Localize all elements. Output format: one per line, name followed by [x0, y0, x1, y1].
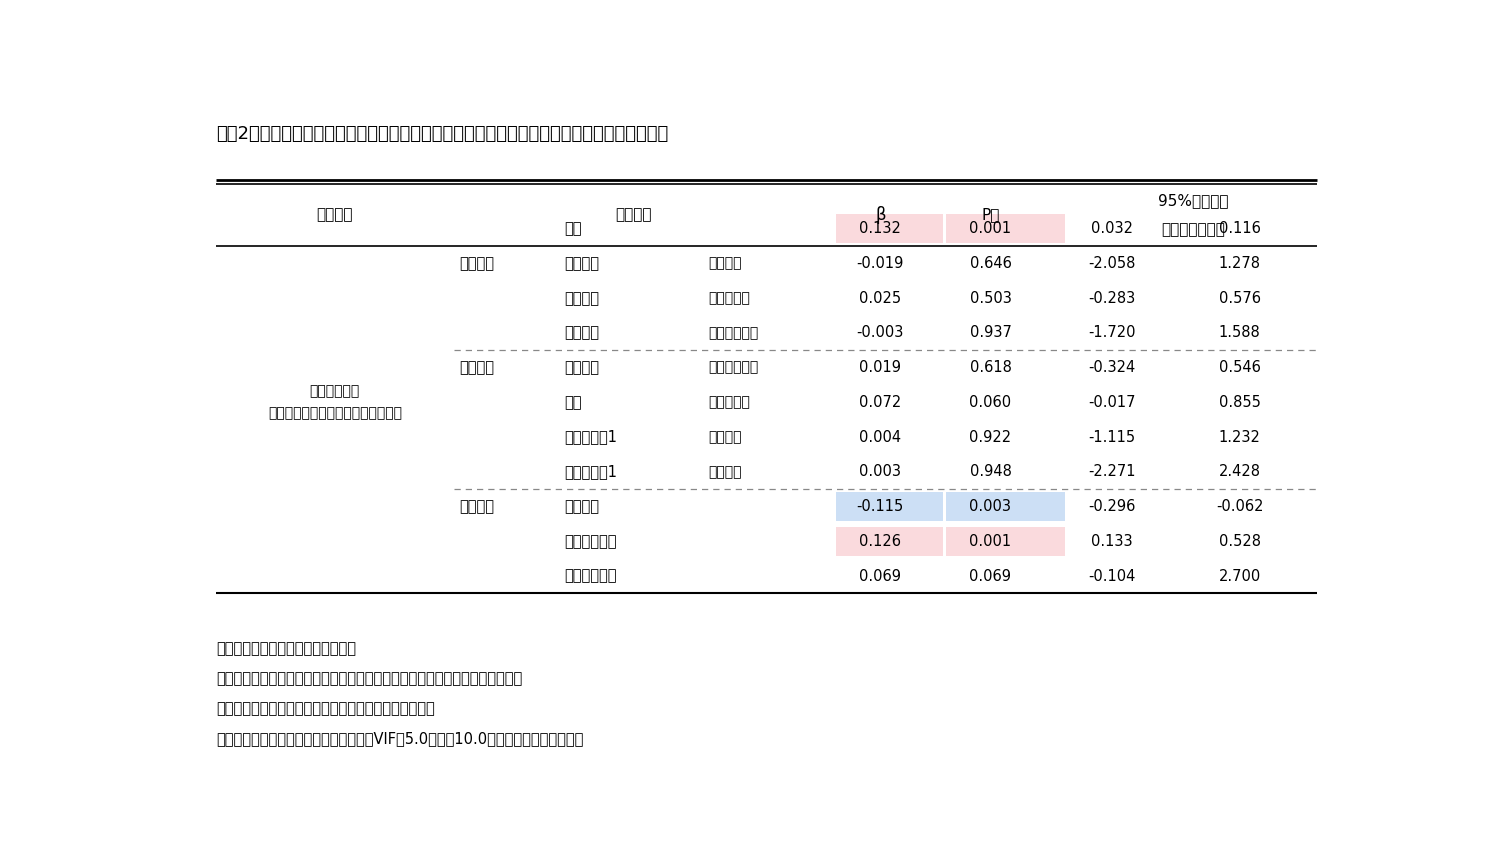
- Text: 従属変数: 従属変数: [317, 207, 353, 222]
- Text: 育児状況: 育児状況: [459, 360, 495, 375]
- Text: 0.025: 0.025: [859, 290, 902, 306]
- Text: 0.001: 0.001: [969, 534, 1011, 548]
- Text: 0.003: 0.003: [859, 464, 901, 480]
- Text: -0.324: -0.324: [1089, 360, 1135, 375]
- Text: 0.069: 0.069: [969, 569, 1011, 583]
- Text: 0.528: 0.528: [1219, 534, 1261, 548]
- Text: -0.296: -0.296: [1089, 499, 1135, 514]
- Text: 0.001: 0.001: [969, 222, 1011, 236]
- Text: -0.019: -0.019: [857, 256, 904, 271]
- Text: 就労有無: 就労有無: [564, 290, 598, 306]
- Bar: [836, 214, 942, 244]
- Text: 0.019: 0.019: [859, 360, 901, 375]
- Text: 95%信頼区間: 95%信頼区間: [1158, 193, 1228, 208]
- Text: 独立変数: 独立変数: [615, 207, 652, 222]
- Text: 0.922: 0.922: [969, 430, 1011, 445]
- Bar: [947, 492, 1065, 521]
- Text: （完全母乳）: （完全母乳）: [709, 361, 758, 374]
- Text: β: β: [875, 205, 886, 224]
- Text: 注１）質的変数はダミー変数へ変換: 注１）質的変数はダミー変数へ変換: [215, 641, 356, 656]
- Text: （同寝具）: （同寝具）: [709, 396, 751, 409]
- Text: （下限・上限）: （下限・上限）: [1161, 222, 1225, 237]
- Text: （未就労）: （未就労）: [709, 291, 751, 305]
- Text: -0.283: -0.283: [1089, 290, 1135, 306]
- Text: （ひとり親）: （ひとり親）: [709, 326, 758, 340]
- Text: 0.133: 0.133: [1092, 534, 1132, 548]
- Text: 対児感情尺度
「子どもの態度や行為への負担感」: 対児感情尺度 「子どもの態度や行為への負担感」: [268, 385, 402, 420]
- Text: 0.937: 0.937: [969, 325, 1011, 340]
- Text: 0.503: 0.503: [969, 290, 1011, 306]
- Text: 婚姻有無: 婚姻有無: [564, 256, 598, 271]
- Text: （なし）: （なし）: [709, 465, 742, 479]
- Text: 0.060: 0.060: [969, 395, 1011, 410]
- Text: 基本属性: 基本属性: [459, 256, 495, 271]
- Text: 0.618: 0.618: [969, 360, 1011, 375]
- Text: 0.116: 0.116: [1219, 222, 1261, 236]
- Text: 夜間起床回数: 夜間起床回数: [564, 534, 616, 548]
- Text: -2.058: -2.058: [1089, 256, 1135, 271]
- Text: 1.588: 1.588: [1219, 325, 1261, 340]
- Text: 授乳方法: 授乳方法: [564, 360, 598, 375]
- Text: P値: P値: [981, 207, 999, 222]
- Text: 0.948: 0.948: [969, 464, 1011, 480]
- Text: 主観的健康度: 主観的健康度: [564, 569, 616, 583]
- Text: 注３）モデルの当てはまりや有意モデルについて確認済: 注３）モデルの当てはまりや有意モデルについて確認済: [215, 701, 435, 717]
- Text: -0.017: -0.017: [1089, 395, 1135, 410]
- Text: （未婚）: （未婚）: [709, 256, 742, 271]
- Text: 育児協力者1: 育児協力者1: [564, 430, 616, 445]
- Bar: [836, 526, 942, 556]
- Text: 育児相談者1: 育児相談者1: [564, 464, 616, 480]
- Bar: [836, 492, 942, 521]
- Text: 0.004: 0.004: [859, 430, 902, 445]
- Text: 0.126: 0.126: [859, 534, 901, 548]
- Text: 寝具: 寝具: [564, 395, 582, 410]
- Text: 1.232: 1.232: [1219, 430, 1261, 445]
- Text: 0.646: 0.646: [969, 256, 1011, 271]
- Text: 0.003: 0.003: [969, 499, 1011, 514]
- Text: （なし）: （なし）: [709, 430, 742, 444]
- Text: 0.032: 0.032: [1091, 222, 1132, 236]
- Text: -2.271: -2.271: [1089, 464, 1135, 480]
- Text: 0.132: 0.132: [859, 222, 901, 236]
- Text: -1.720: -1.720: [1089, 325, 1135, 340]
- Text: 図表2．対児感情尺度「子どもの態度や行為への負担感」についての要因分析（重回帰分析）: 図表2．対児感情尺度「子どもの態度や行為への負担感」についての要因分析（重回帰分…: [215, 125, 669, 143]
- Text: 1.278: 1.278: [1219, 256, 1261, 271]
- Text: 年齢: 年齢: [564, 222, 582, 236]
- Text: 注２）独立変数の投入可能数は問題なく、就寝方法は欠損が多いため投入除外: 注２）独立変数の投入可能数は問題なく、就寝方法は欠損が多いため投入除外: [215, 672, 522, 686]
- Text: 0.546: 0.546: [1219, 360, 1261, 375]
- Text: 0.855: 0.855: [1219, 395, 1261, 410]
- Text: 0.069: 0.069: [859, 569, 901, 583]
- Bar: [947, 526, 1065, 556]
- Text: 家族構成: 家族構成: [564, 325, 598, 340]
- Text: -0.115: -0.115: [857, 499, 904, 514]
- Text: -0.104: -0.104: [1089, 569, 1135, 583]
- Text: -1.115: -1.115: [1089, 430, 1135, 445]
- Text: 2.700: 2.700: [1219, 569, 1261, 583]
- Text: 0.576: 0.576: [1219, 290, 1261, 306]
- Text: 注４）多重共線性は、共線性の診断にてVIF値5.0以上、10.0以上がないことを確認済: 注４）多重共線性は、共線性の診断にてVIF値5.0以上、10.0以上がないことを…: [215, 732, 583, 746]
- Bar: [947, 214, 1065, 244]
- Text: 2.428: 2.428: [1219, 464, 1261, 480]
- Text: -0.062: -0.062: [1216, 499, 1264, 514]
- Text: 健康状態: 健康状態: [459, 499, 495, 514]
- Text: -0.003: -0.003: [857, 325, 904, 340]
- Text: 睡眠時間: 睡眠時間: [564, 499, 598, 514]
- Text: 0.072: 0.072: [859, 395, 902, 410]
